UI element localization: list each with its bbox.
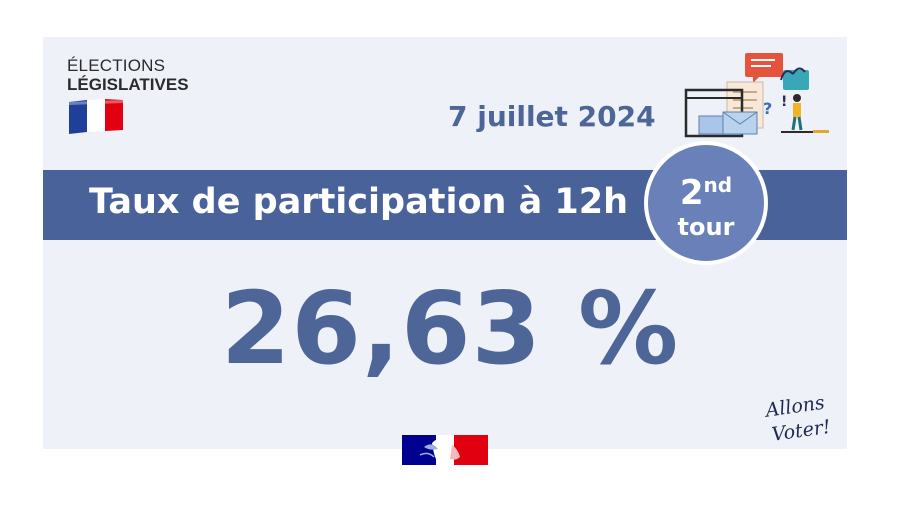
band-title: Taux de participation à 12h — [89, 182, 629, 222]
participation-rate: 26,63 % — [220, 270, 680, 387]
slogan-line2: Voter! — [770, 416, 832, 446]
round-word: tour — [677, 213, 735, 241]
ballot-box-illustration: ? ! — [684, 53, 829, 138]
french-flag-icon — [69, 99, 123, 134]
round-badge: 2nd tour — [644, 141, 768, 265]
svg-text:?: ? — [763, 99, 772, 118]
logo-line1: ÉLECTIONS — [67, 56, 166, 75]
allons-voter-slogan: Allons Voter! — [762, 392, 832, 446]
svg-text:!: ! — [781, 94, 787, 110]
logo-line2: LÉGISLATIVES — [67, 75, 189, 94]
marianne-logo — [402, 435, 488, 465]
election-date: 7 juillet 2024 — [448, 100, 656, 133]
round-number-digit: 2 — [679, 173, 704, 213]
round-number-suffix: nd — [703, 173, 733, 197]
round-number: 2nd — [648, 167, 764, 211]
